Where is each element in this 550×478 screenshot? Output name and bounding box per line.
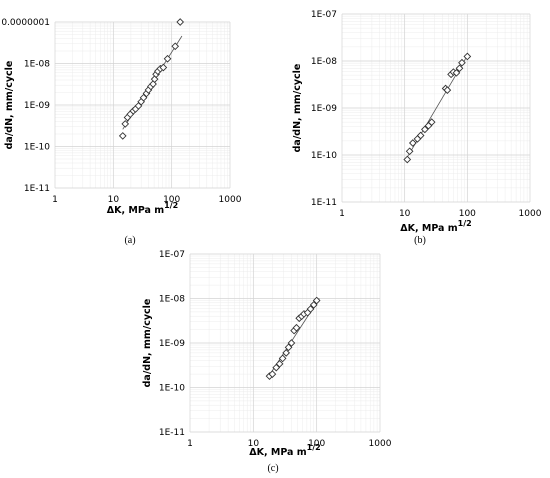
data-point bbox=[463, 52, 472, 61]
y-tick-label: 1E-11 bbox=[159, 428, 185, 438]
x-axis-label-main: ΔK, MPa m bbox=[249, 447, 307, 458]
data-point bbox=[458, 58, 466, 67]
data-point bbox=[292, 323, 301, 332]
y-tick-label: 1E-07 bbox=[159, 250, 185, 260]
data-point bbox=[455, 64, 464, 73]
y-tick-label: 1E-09 bbox=[311, 104, 337, 114]
chart-panel-b: 1 10 100 1000 1E-11 1E-10 1E-09 1E-08 1E-07 da/dN… bbox=[292, 10, 542, 246]
data-point bbox=[309, 301, 318, 309]
data-point bbox=[405, 147, 414, 156]
y-axis-label: da/dN, mm/cycle bbox=[4, 61, 15, 150]
data-point bbox=[416, 131, 425, 140]
x-tick-label: 1000 bbox=[369, 439, 392, 449]
data-point bbox=[452, 68, 461, 77]
data-point bbox=[408, 139, 417, 147]
data-point bbox=[421, 125, 429, 134]
data-point bbox=[284, 343, 293, 352]
data-point bbox=[176, 18, 185, 26]
x-axis-label-sup: 1/2 bbox=[458, 219, 472, 228]
panel-label: (b) bbox=[414, 235, 426, 246]
x-tick-label: 1000 bbox=[219, 195, 242, 205]
y-tick-label: 1E-08 bbox=[311, 57, 337, 67]
data-point bbox=[272, 363, 281, 372]
y-tick-label: 1E-09 bbox=[24, 101, 50, 111]
y-axis-label: da/dN, mm/cycle bbox=[292, 64, 303, 153]
y-tick-label: 1E-08 bbox=[159, 295, 185, 305]
data-point bbox=[139, 93, 148, 102]
data-point bbox=[275, 360, 284, 368]
data-point bbox=[427, 118, 436, 126]
y-tick-label: 1E-10 bbox=[24, 143, 50, 153]
x-tick-label: 1000 bbox=[519, 209, 542, 219]
chart-panel-a: 1 10 100 1000 1E-11 1E-10 1E-09 1E-08 0.0000001 d… bbox=[1, 18, 241, 246]
data-point bbox=[443, 86, 452, 94]
x-tick-label: 1 bbox=[339, 209, 345, 219]
data-point bbox=[163, 54, 172, 63]
x-axis-label-main: ΔK, MPa m bbox=[400, 223, 458, 234]
x-tick-label: 10 bbox=[248, 439, 260, 449]
data-point bbox=[268, 370, 277, 378]
x-tick-label: 1 bbox=[52, 195, 58, 205]
panel-label: (a) bbox=[124, 235, 135, 246]
x-axis-label-sup: 1/2 bbox=[307, 443, 321, 452]
data-point bbox=[171, 42, 180, 51]
data-point bbox=[312, 296, 321, 305]
x-tick-label: 10 bbox=[108, 195, 120, 205]
data-point bbox=[282, 349, 291, 357]
y-tick-label: 1E-07 bbox=[311, 10, 337, 20]
data-point bbox=[159, 63, 168, 72]
x-axis-label-sup: 1/2 bbox=[164, 201, 178, 210]
x-tick-label: 10 bbox=[399, 209, 411, 219]
y-axis-label: da/dN, mm/cycle bbox=[142, 299, 153, 388]
data-point bbox=[403, 155, 412, 164]
data-point bbox=[278, 354, 287, 363]
y-tick-label: 0.0000001 bbox=[1, 18, 50, 28]
x-tick-label: 100 bbox=[459, 209, 476, 219]
x-tick-label: 100 bbox=[163, 195, 180, 205]
data-point bbox=[121, 120, 130, 128]
y-tick-label: 1E-08 bbox=[24, 60, 50, 70]
data-point bbox=[306, 305, 315, 313]
x-axis-label: ΔK, MPa m1/2 bbox=[107, 201, 178, 216]
data-point bbox=[287, 339, 296, 347]
x-tick-label: 100 bbox=[308, 439, 325, 449]
y-tick-label: 1E-10 bbox=[159, 384, 185, 394]
x-axis-label: ΔK, MPa m1/2 bbox=[249, 443, 320, 458]
y-tick-label: 1E-11 bbox=[311, 198, 337, 208]
x-tick-label: 1 bbox=[187, 439, 193, 449]
chart-panel-c: 1 10 100 1000 1E-11 1E-10 1E-09 1E-08 1E-07 da/dN… bbox=[142, 250, 392, 474]
y-tick-label: 1E-11 bbox=[24, 184, 50, 194]
x-axis-label: ΔK, MPa m1/2 bbox=[400, 219, 471, 234]
x-axis-label-main: ΔK, MPa m bbox=[107, 205, 165, 216]
y-tick-label: 1E-10 bbox=[311, 151, 337, 161]
data-point bbox=[118, 132, 127, 140]
y-tick-label: 1E-09 bbox=[159, 339, 185, 349]
panel-label: (c) bbox=[267, 463, 278, 474]
